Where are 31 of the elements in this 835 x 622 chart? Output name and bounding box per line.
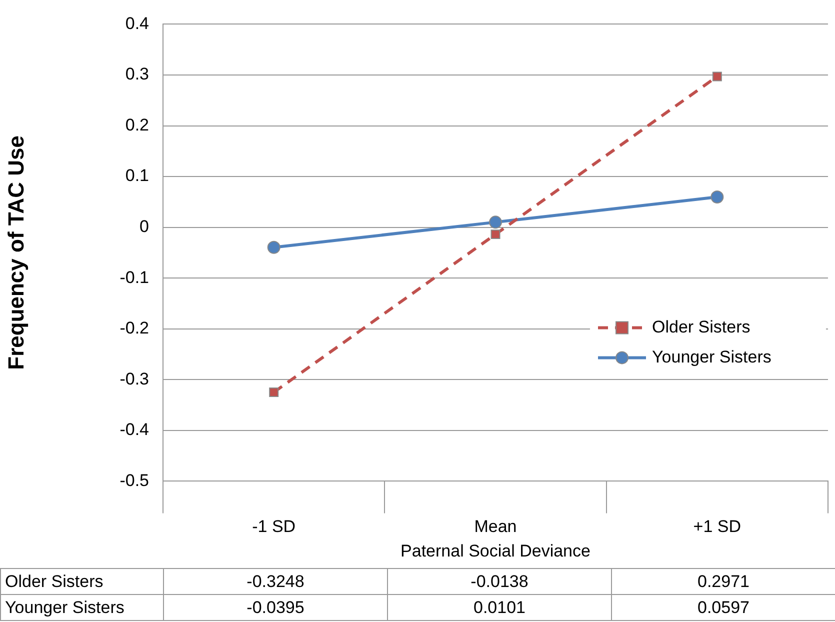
y-tick-label: 0.4 [125, 14, 149, 33]
legend-label: Younger Sisters [652, 347, 772, 366]
point [490, 230, 500, 240]
text: Older Sisters [5, 572, 104, 590]
x-axis-title: Paternal Social Deviance [400, 541, 590, 560]
data-label: 0.0597 [612, 594, 835, 620]
y-tick-label: 0.1 [125, 166, 149, 186]
x-tick-label: -1 SD [252, 517, 296, 536]
point [710, 190, 724, 204]
y-axis-title: Frequency of TAC Use [3, 136, 28, 370]
data-label: -0.0395 [164, 594, 388, 620]
y-tick-label: -0.4 [120, 420, 149, 440]
data-label: 0.0101 [388, 594, 612, 620]
y-tick-label: 0 [140, 217, 149, 236]
point [489, 216, 502, 229]
point [269, 387, 279, 397]
x-tick-label: Mean [474, 517, 517, 536]
y-tick-label: -0.2 [120, 318, 149, 338]
y-tick-label: -0.5 [120, 470, 149, 490]
y-tick-label: 0.2 [125, 115, 149, 134]
y-tick-label: -0.1 [120, 268, 149, 287]
x-tick-label: +1 SD [693, 517, 742, 536]
legend-label: Older Sisters [652, 317, 750, 336]
text: Younger Sisters [5, 598, 124, 616]
data-label: -0.3248 [164, 568, 388, 594]
y-tick-label: 0.3 [125, 64, 149, 84]
data-label: 0.2971 [612, 568, 835, 594]
data-label: -0.0138 [388, 568, 612, 594]
point [267, 240, 280, 254]
point [712, 72, 722, 82]
y-tick-label: -0.3 [120, 369, 149, 388]
